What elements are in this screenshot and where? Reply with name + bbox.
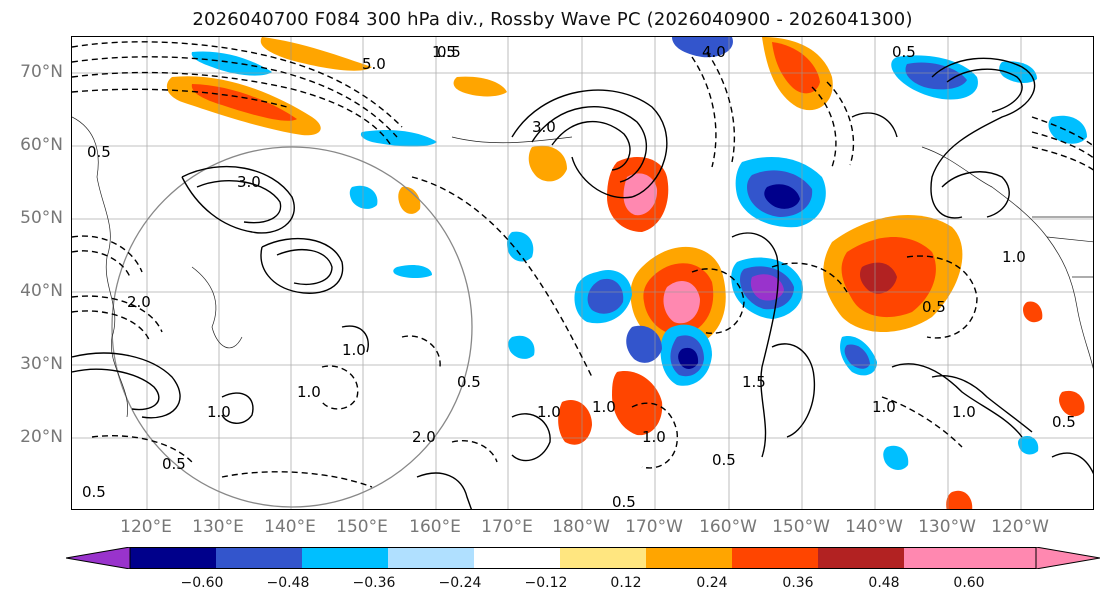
contour-label: 0.5 xyxy=(82,483,106,501)
map-title: 2026040700 F084 300 hPa div., Rossby Wav… xyxy=(192,9,913,30)
lon-label-150e: 150°E xyxy=(336,517,388,537)
contour-label: 2.0 xyxy=(127,293,151,311)
lon-label-140e: 140°E xyxy=(264,517,316,537)
lon-label-160w: 160°W xyxy=(699,517,757,537)
lon-label-120e: 120°E xyxy=(120,517,172,537)
contour-label: 0.5 xyxy=(712,451,736,469)
map-canvas: 5.0 1.5 3.0 0.5 1.0 2.0 4.0 0.5 1.0 3.0 … xyxy=(72,37,1093,510)
lon-label-140w: 140°W xyxy=(845,517,903,537)
range-circle xyxy=(111,146,473,508)
colorbar-bin xyxy=(646,547,732,569)
colorbar xyxy=(65,546,1101,573)
colorbar-bin xyxy=(474,547,560,569)
lon-label-150w: 150°W xyxy=(772,517,830,537)
contour-label: 1.5 xyxy=(742,373,766,391)
colorbar-tick: 0.48 xyxy=(868,575,900,591)
colorbar-extend-high xyxy=(1035,546,1101,570)
lon-label-160e: 160°E xyxy=(409,517,461,537)
lat-label-50: 50°N xyxy=(20,208,63,228)
contour-label: 0.5 xyxy=(892,43,916,61)
contour-label: 1.0 xyxy=(642,428,666,446)
lon-label-120w: 120°W xyxy=(991,517,1049,537)
colorbar-tick: 0.12 xyxy=(610,575,642,591)
lat-label-20: 20°N xyxy=(20,427,63,447)
contour-label: 0.5 xyxy=(162,455,186,473)
contour-label: 0.5 xyxy=(87,143,111,161)
contour-label: 1.5 xyxy=(432,43,456,61)
colorbar-extend-low xyxy=(65,546,131,570)
colorbar-tick: −0.12 xyxy=(524,575,568,591)
pos-region-south xyxy=(612,371,663,436)
lon-label-130w: 130°W xyxy=(918,517,976,537)
contour-labels: 5.0 1.5 3.0 0.5 1.0 2.0 4.0 0.5 1.0 3.0 … xyxy=(82,43,1076,510)
lon-label-170w: 170°W xyxy=(625,517,683,537)
contour-label: 1.0 xyxy=(207,403,231,421)
contour-label: 0.5 xyxy=(612,493,636,510)
lat-label-40: 40°N xyxy=(20,281,63,301)
contour-label: 0.5 xyxy=(457,373,481,391)
contour-label: 1.0 xyxy=(297,383,321,401)
divergence-shading xyxy=(166,37,1087,509)
colorbar-bin xyxy=(216,547,302,569)
contour-label: 1.0 xyxy=(537,403,561,421)
colorbar-tick: 0.60 xyxy=(953,575,985,591)
colorbar-tick: 0.36 xyxy=(782,575,814,591)
colorbar-tick: 0.24 xyxy=(696,575,728,591)
colorbar-bin xyxy=(130,547,216,569)
contour-label: 1.0 xyxy=(1002,248,1026,266)
contour-label: 0.5 xyxy=(922,298,946,316)
lat-label-70: 70°N xyxy=(20,62,63,82)
colorbar-bin xyxy=(818,547,904,569)
colorbar-bin xyxy=(388,547,474,569)
colorbar-svg xyxy=(65,546,1101,570)
colorbar-bin xyxy=(732,547,818,569)
contour-label: 5.0 xyxy=(362,55,386,73)
colorbar-bin xyxy=(560,547,646,569)
colorbar-tick: −0.60 xyxy=(180,575,224,591)
contour-label: 3.0 xyxy=(532,118,556,136)
contour-label: 1.0 xyxy=(952,403,976,421)
graticule xyxy=(72,37,1093,509)
lat-label-60: 60°N xyxy=(20,135,63,155)
contour-lines-dashed xyxy=(72,41,1093,488)
lat-label-30: 30°N xyxy=(20,354,63,374)
lon-label-130e: 130°E xyxy=(192,517,244,537)
contour-label: 1.0 xyxy=(342,341,366,359)
contour-lines xyxy=(72,57,1093,509)
colorbar-tick: −0.48 xyxy=(266,575,310,591)
contour-label: 1.0 xyxy=(592,398,616,416)
contour-label: 0.5 xyxy=(1052,413,1076,431)
lon-label-180w: 180°W xyxy=(552,517,610,537)
lon-label-170e: 170°E xyxy=(481,517,533,537)
colorbar-bin xyxy=(302,547,388,569)
colorbar-bin xyxy=(904,547,1036,569)
contour-label: 1.0 xyxy=(872,398,896,416)
contour-label: 4.0 xyxy=(702,43,726,61)
map-panel[interactable]: 5.0 1.5 3.0 0.5 1.0 2.0 4.0 0.5 1.0 3.0 … xyxy=(71,36,1094,510)
contour-label: 0.5 xyxy=(437,43,461,61)
contour-label: 3.0 xyxy=(237,173,261,191)
colorbar-tick: −0.24 xyxy=(438,575,482,591)
contour-label: 2.0 xyxy=(412,428,436,446)
colorbar-tick: −0.36 xyxy=(352,575,396,591)
